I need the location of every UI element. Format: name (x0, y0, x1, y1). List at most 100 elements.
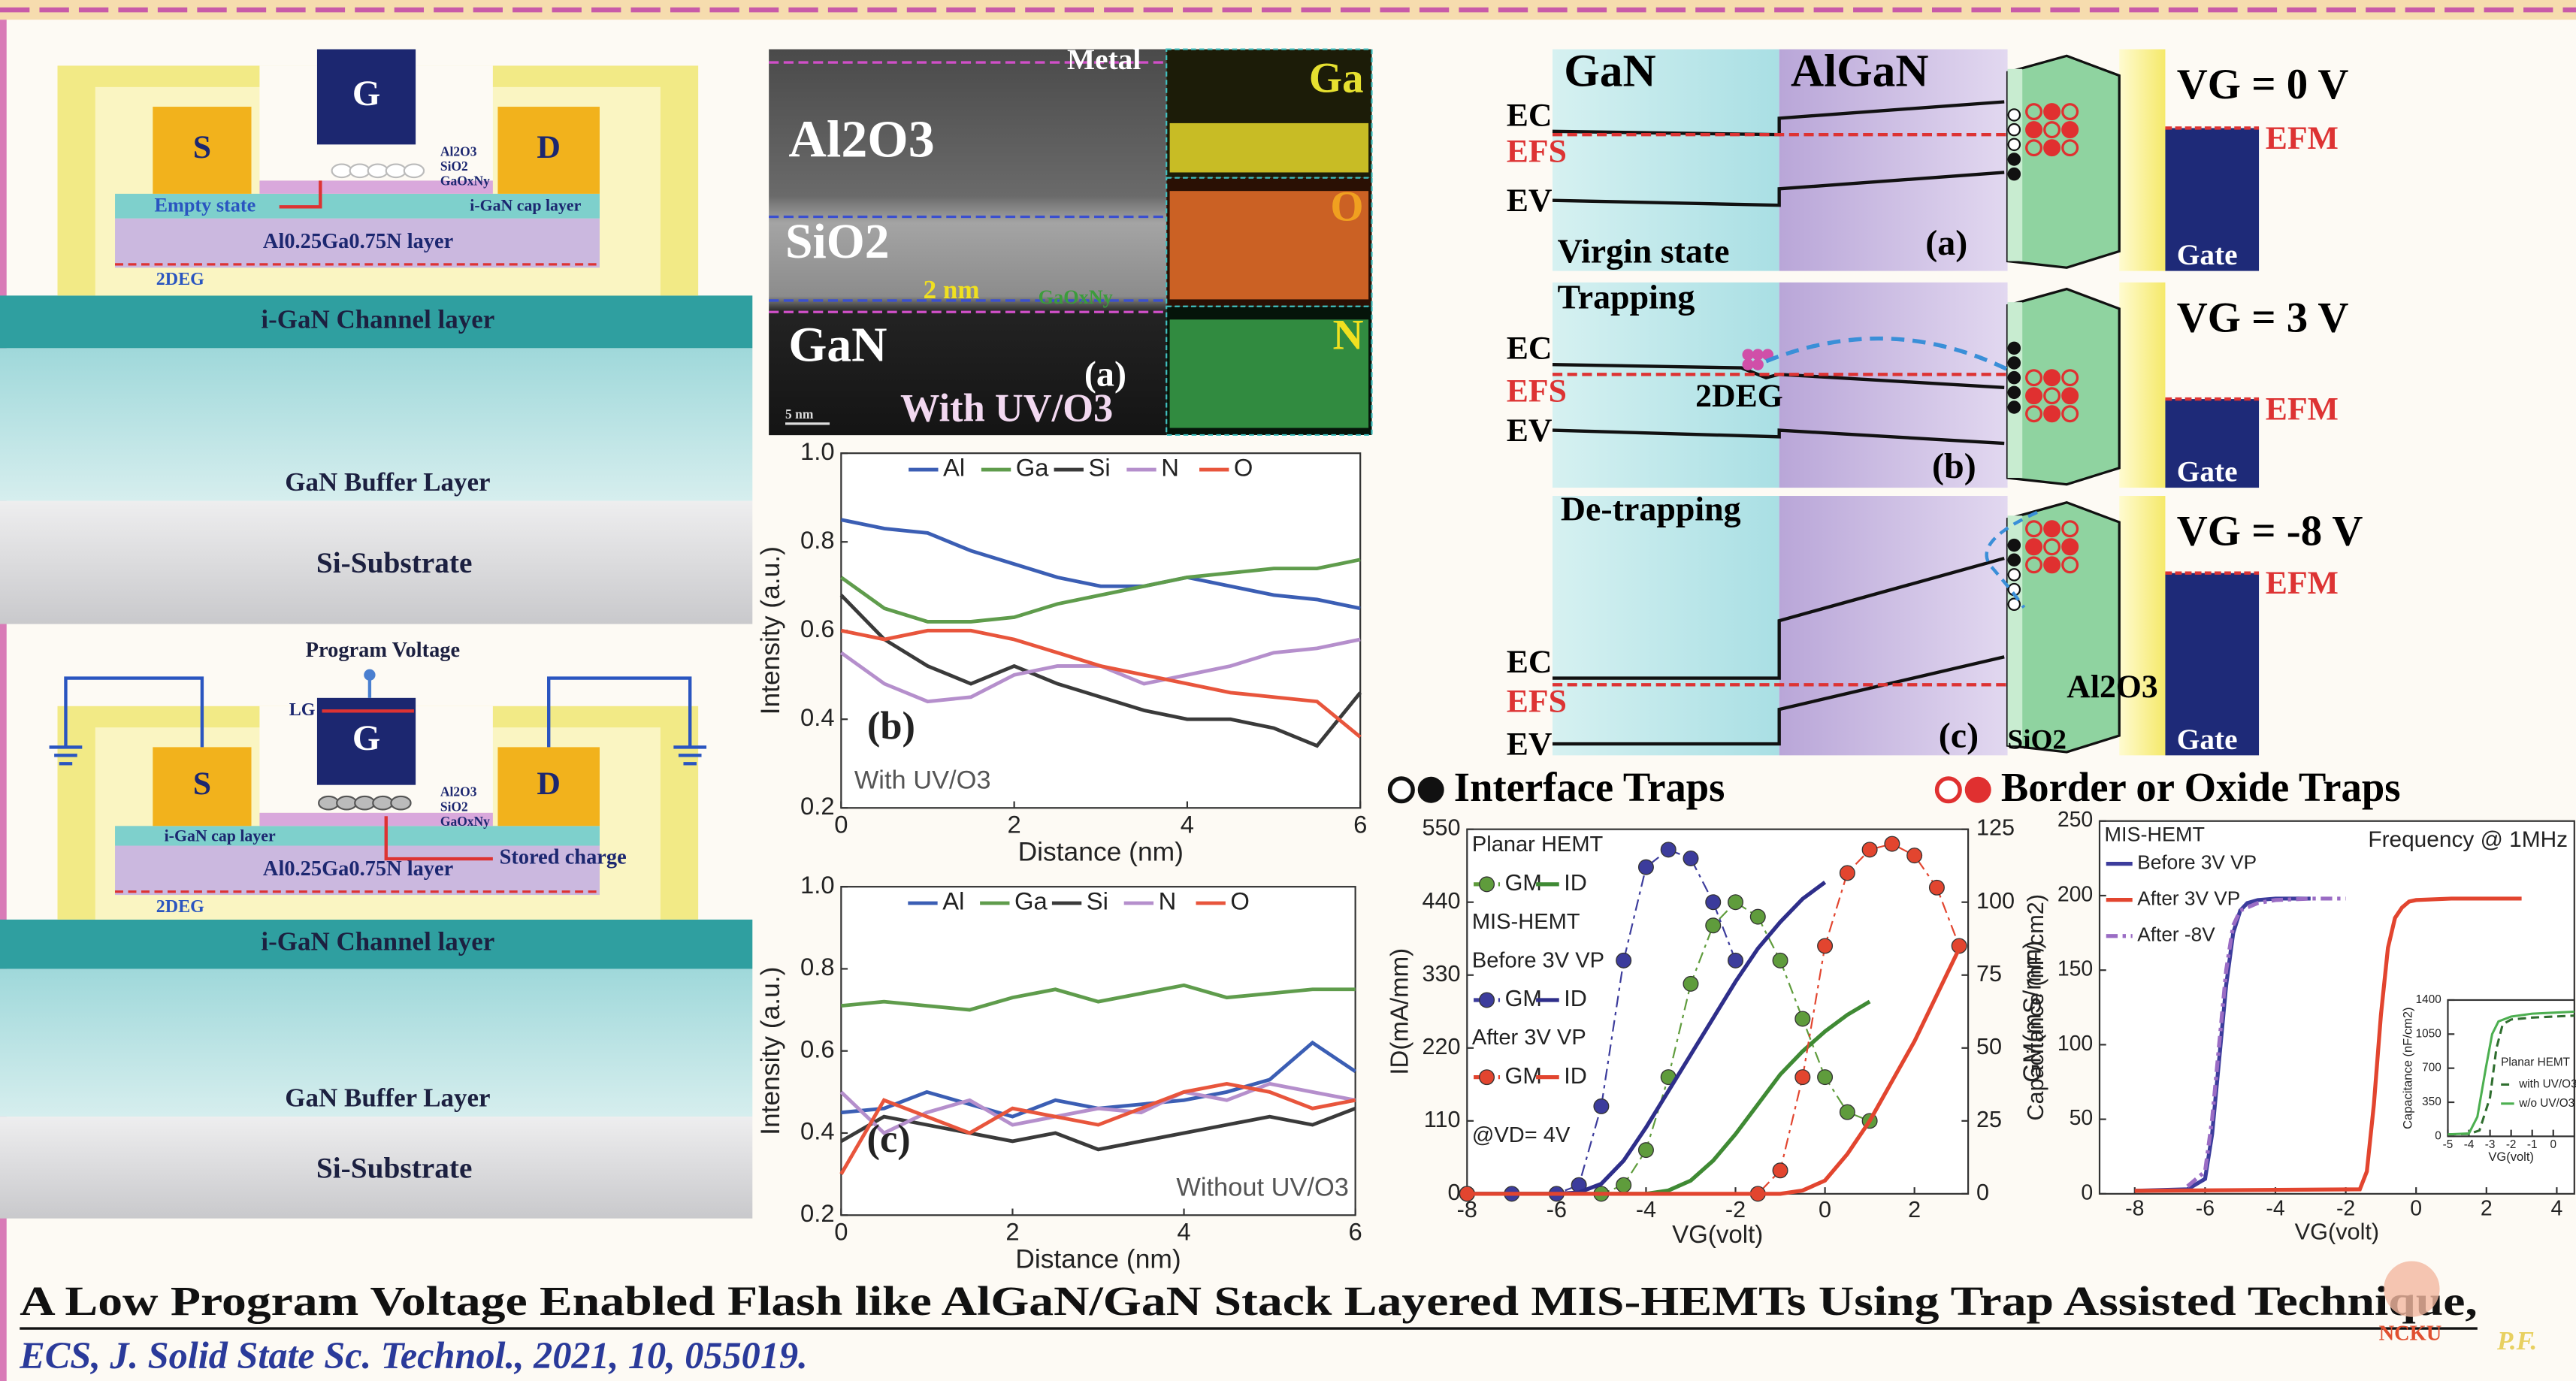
x-tick-label: -4 (2266, 1197, 2284, 1221)
gan-region (1553, 496, 1779, 755)
series-marker (1728, 953, 1743, 969)
legend-label: with UV/O3 (2518, 1077, 2576, 1090)
x-tick-label: 0 (1819, 1197, 1831, 1222)
y-tick-label: 150 (2057, 957, 2093, 981)
legend-label: O (1234, 454, 1253, 482)
series-marker (1773, 1163, 1788, 1178)
stored-charge-site (373, 796, 392, 809)
legend-label: N (1161, 454, 1179, 482)
legend-label: ID (1564, 870, 1587, 896)
interface-trap (2009, 387, 2020, 398)
y-tick-label: 1.0 (800, 871, 835, 899)
series-marker (1840, 866, 1855, 881)
annotation: With UV/O3 (854, 766, 991, 794)
legend-group-label: Planar HEMT (1472, 833, 1604, 857)
trap-legend-label: Interface Traps (1454, 764, 1725, 810)
y-tick-label: 0.2 (800, 1199, 835, 1227)
stored-charge-site (337, 796, 356, 809)
y-tick-label: 0.6 (800, 1035, 835, 1062)
y2-tick-label: 50 (1976, 1034, 2002, 1059)
series-marker (1706, 895, 1721, 910)
y-axis-label: Intensity (a.u.) (755, 967, 785, 1135)
series-marker (1639, 1143, 1654, 1158)
state-label: De-trapping (1561, 489, 1741, 527)
series-marker (1773, 953, 1788, 969)
y-axis-label: Capacitance (nF/cm2) (2400, 1007, 2414, 1129)
substrate-label: Si-Substrate (316, 546, 473, 579)
buffer-label: GaN Buffer Layer (285, 467, 490, 497)
y-tick-label: 200 (2057, 882, 2093, 906)
interface-trap (2009, 372, 2020, 383)
tem-thickness: 2 nm (924, 275, 980, 304)
twodeg-label: 2DEG (1695, 378, 1783, 414)
y-tick-label: 550 (1422, 815, 1460, 841)
edx-map-signal (1170, 123, 1369, 173)
x-tick-label: -8 (2125, 1197, 2144, 1221)
gate-voltage-label: VG = -8 V (2177, 508, 2363, 555)
y-tick-label: 0.6 (800, 615, 835, 642)
edx-map-label: Ga (1309, 54, 1364, 101)
tem-layer-label: SiO2 (785, 215, 889, 269)
interface-trap (2009, 555, 2020, 566)
y-tick-label: 1400 (2416, 993, 2441, 1006)
legend-group-label: Before 3V VP (1472, 948, 1604, 972)
series-marker (1840, 1104, 1855, 1120)
legend-marker (1480, 993, 1495, 1008)
legend-trap-open (1937, 778, 1961, 802)
interface-trap (2009, 539, 2020, 551)
x-tick-label: -2 (1725, 1197, 1746, 1222)
ec-label: EC (1507, 331, 1553, 367)
panel-label: (b) (1932, 446, 1976, 486)
x-axis-label: Distance (nm) (1018, 836, 1184, 866)
x-tick-label: 4 (2551, 1197, 2563, 1221)
state-label: Trapping (1558, 277, 1695, 316)
y-tick-label: 1050 (2416, 1027, 2441, 1040)
oxide-label: Al2O3 (2067, 669, 2157, 705)
efm-label: EFM (2266, 391, 2339, 428)
x-tick-label: 2 (1908, 1197, 1921, 1222)
gate-region-label: Gate (2177, 455, 2238, 488)
series-marker (1795, 1070, 1810, 1085)
material-label: AlGaN (1791, 46, 1929, 97)
x-tick-label: 4 (1181, 811, 1194, 839)
y-tick-label: 250 (2057, 808, 2093, 832)
trap-legend-label: Border or Oxide Traps (2001, 764, 2401, 810)
source-label: S (193, 766, 211, 802)
series-marker (1683, 977, 1698, 992)
chart-title: Planar HEMT (2501, 1056, 2570, 1068)
x-tick-label: 2 (1008, 811, 1021, 839)
oxide-trap (2045, 141, 2060, 156)
legend-label: Al (942, 887, 964, 915)
ev-label: EV (1507, 726, 1553, 762)
series-marker (1907, 848, 1922, 863)
series-marker (1616, 1177, 1631, 1192)
empty-state-site (350, 165, 370, 177)
legend-label: N (1159, 887, 1177, 915)
substrate-label: Si-Substrate (316, 1151, 473, 1184)
stored-charge-site (391, 796, 410, 809)
legend-marker (1480, 877, 1495, 892)
barrier-label: Al0.25Ga0.75N layer (263, 857, 453, 881)
legend-group-label: After 3V VP (1472, 1026, 1586, 1050)
material-label: GaN (1564, 46, 1655, 97)
annotation: Frequency @ 1MHz (2368, 827, 2568, 852)
page: Graphical abstract { "title": "A Low Pro… (0, 0, 2576, 1381)
oxide-trap (2045, 370, 2060, 385)
ec-label: EC (1507, 644, 1553, 680)
oxide-label: SiO2 (2008, 724, 2067, 755)
y-tick-label: 0 (1448, 1180, 1461, 1205)
series-marker (1706, 918, 1721, 933)
gate-region-label: Gate (2177, 723, 2238, 756)
y2-tick-label: 125 (1976, 815, 2015, 841)
y-tick-label: 50 (2070, 1106, 2094, 1130)
oxide-trap (2045, 558, 2060, 573)
series-marker (1594, 1099, 1609, 1114)
y2-tick-label: 0 (1976, 1180, 1989, 1205)
logo-text: NCKU (2379, 1322, 2442, 1345)
y2-tick-label: 25 (1976, 1107, 2002, 1132)
series-marker (1750, 909, 1765, 924)
oxide-trap (2027, 122, 2042, 137)
series-marker (1728, 895, 1743, 910)
program-voltage-label: Program Voltage (306, 639, 460, 662)
panel-label: (c) (867, 1117, 911, 1161)
